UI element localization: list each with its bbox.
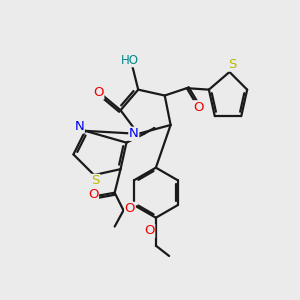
Text: O: O — [193, 101, 204, 114]
Text: O: O — [93, 86, 104, 99]
Text: N: N — [74, 120, 84, 133]
Text: HO: HO — [120, 54, 138, 67]
Text: S: S — [228, 58, 237, 71]
Text: N: N — [129, 127, 139, 140]
Text: O: O — [88, 188, 98, 201]
Text: O: O — [144, 224, 155, 238]
Text: O: O — [125, 202, 135, 215]
Text: S: S — [91, 174, 100, 188]
